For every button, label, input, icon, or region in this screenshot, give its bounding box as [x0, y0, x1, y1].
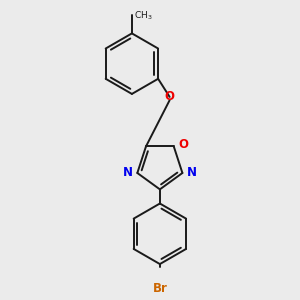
Text: O: O	[165, 90, 175, 104]
Text: CH$_3$: CH$_3$	[134, 9, 152, 22]
Text: Br: Br	[152, 282, 167, 295]
Text: O: O	[178, 138, 188, 152]
Text: N: N	[187, 167, 197, 179]
Text: N: N	[123, 167, 133, 179]
